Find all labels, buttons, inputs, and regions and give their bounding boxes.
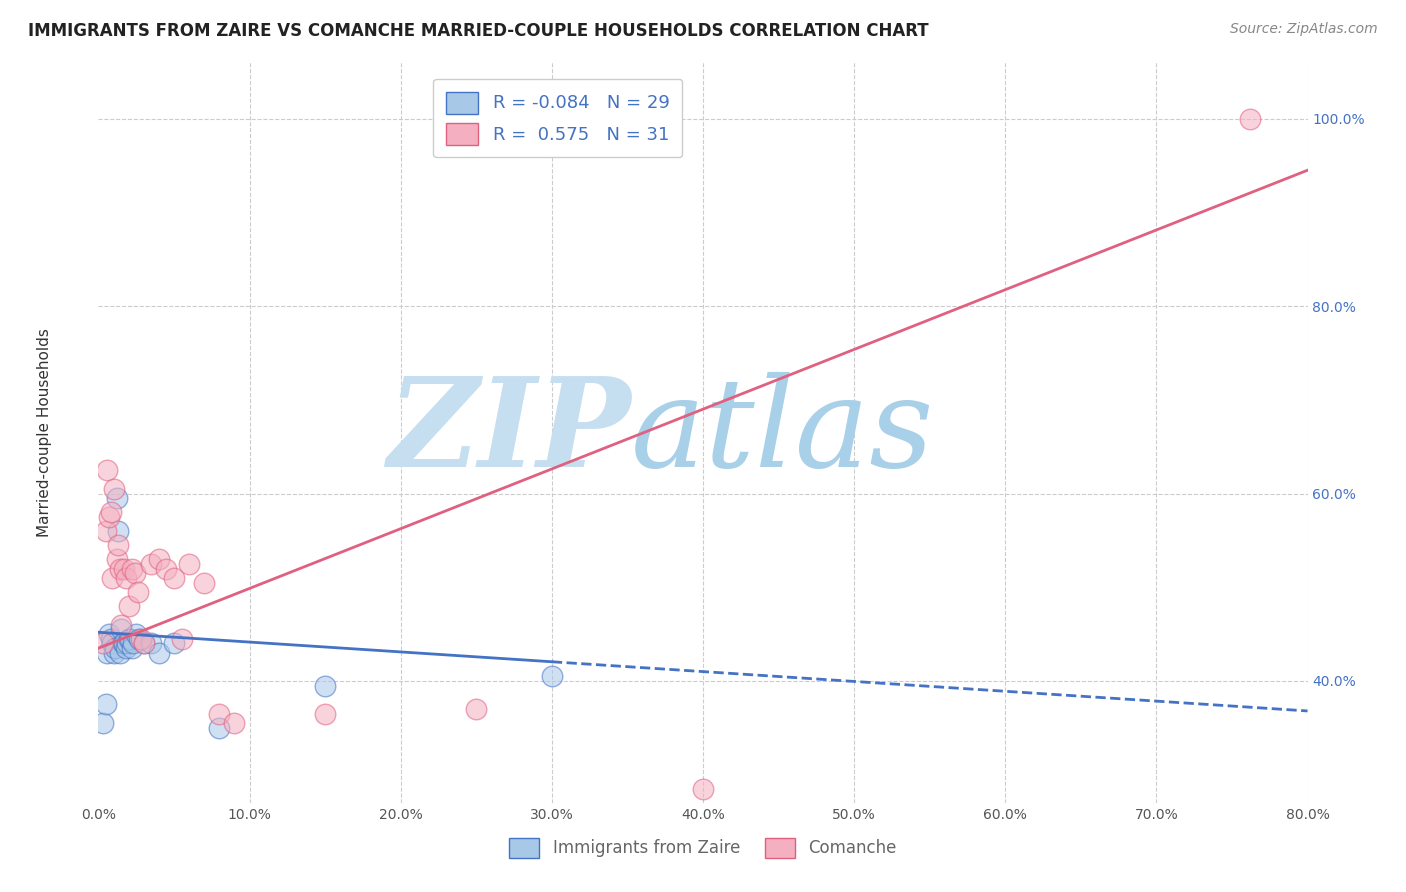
- Point: [108, 561, 131, 575]
- Text: Source: ZipAtlas.com: Source: ZipAtlas.com: [1230, 22, 1378, 37]
- Point: [104, 641, 127, 656]
- Point: [121, 641, 143, 656]
- Point: [103, 646, 125, 660]
- Point: [107, 524, 129, 538]
- Point: [91, 636, 114, 650]
- Point: [100, 505, 122, 519]
- Point: [314, 679, 336, 693]
- Point: [98, 510, 121, 524]
- Point: [148, 646, 170, 660]
- Point: [141, 557, 163, 571]
- Point: [108, 646, 131, 660]
- Point: [110, 617, 132, 632]
- Point: [163, 571, 186, 585]
- Point: [96, 646, 118, 660]
- Point: [127, 585, 149, 599]
- Text: IMMIGRANTS FROM ZAIRE VS COMANCHE MARRIED-COUPLE HOUSEHOLDS CORRELATION CHART: IMMIGRANTS FROM ZAIRE VS COMANCHE MARRIE…: [28, 22, 929, 40]
- Point: [1239, 112, 1261, 126]
- Point: [122, 636, 145, 650]
- Point: [114, 571, 136, 585]
- Point: [100, 632, 122, 646]
- Point: [112, 561, 135, 575]
- Point: [155, 561, 177, 575]
- Point: [110, 623, 132, 637]
- Point: [540, 669, 562, 683]
- Point: [101, 571, 124, 585]
- Point: [148, 552, 170, 566]
- Point: [115, 636, 138, 650]
- Point: [96, 463, 118, 477]
- Point: [91, 716, 114, 731]
- Point: [125, 627, 148, 641]
- Text: atlas: atlas: [630, 372, 934, 493]
- Point: [103, 482, 125, 496]
- Point: [121, 561, 143, 575]
- Text: ZIP: ZIP: [387, 372, 630, 493]
- Legend: Immigrants from Zaire, Comanche: Immigrants from Zaire, Comanche: [502, 831, 904, 865]
- Point: [208, 721, 231, 735]
- Point: [465, 702, 488, 716]
- Point: [141, 636, 163, 650]
- Point: [111, 636, 134, 650]
- Point: [94, 698, 117, 712]
- Point: [193, 575, 215, 590]
- Point: [132, 636, 155, 650]
- Text: Married-couple Households: Married-couple Households: [37, 328, 52, 537]
- Point: [124, 566, 146, 581]
- Point: [94, 524, 117, 538]
- Point: [107, 538, 129, 552]
- Point: [129, 632, 152, 646]
- Point: [120, 632, 142, 646]
- Point: [163, 636, 186, 650]
- Point: [224, 716, 246, 731]
- Point: [128, 632, 150, 646]
- Point: [132, 636, 155, 650]
- Point: [112, 636, 135, 650]
- Point: [170, 632, 193, 646]
- Point: [314, 706, 336, 721]
- Point: [118, 632, 141, 646]
- Point: [692, 781, 714, 796]
- Point: [179, 557, 201, 571]
- Point: [208, 706, 231, 721]
- Point: [118, 599, 141, 613]
- Point: [114, 641, 136, 656]
- Point: [105, 552, 128, 566]
- Point: [101, 636, 124, 650]
- Point: [105, 491, 128, 506]
- Point: [98, 627, 121, 641]
